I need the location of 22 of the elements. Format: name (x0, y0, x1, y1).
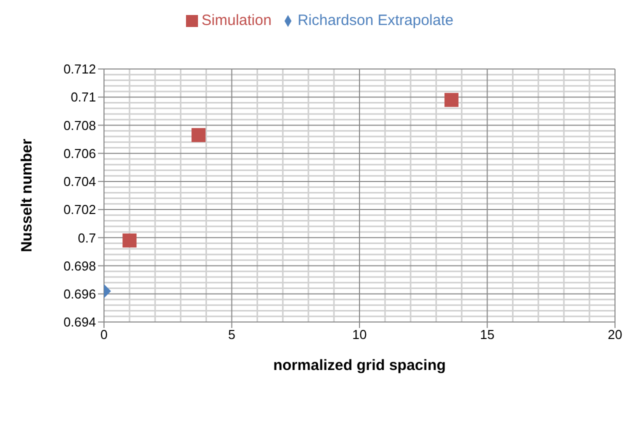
x-tick-label: 0 (100, 327, 108, 342)
legend-label: Richardson Extrapolate (298, 12, 454, 29)
point (192, 128, 206, 142)
x-tick-label: 5 (228, 327, 236, 342)
x-tick-label: 15 (480, 327, 494, 342)
y-tick-label: 0.712 (63, 62, 96, 77)
y-tick-label: 0.698 (63, 258, 96, 274)
x-tick-label: 20 (608, 327, 622, 342)
y-tick-label: 0.696 (63, 286, 96, 302)
y-tick-label: 0.708 (63, 118, 96, 133)
y-tick-label: 0.7 (78, 230, 96, 246)
y-tick-label: 0.704 (63, 174, 96, 190)
point (122, 233, 137, 248)
point (444, 92, 458, 107)
x-axis-title: normalized grid spacing (273, 357, 446, 374)
y-tick-label: 0.694 (63, 314, 96, 330)
legend-label: Simulation (202, 12, 272, 29)
x-tick-label: 10 (352, 327, 367, 342)
y-tick-label: 0.702 (63, 202, 96, 218)
y-tick-label: 0.71 (70, 90, 96, 105)
y-axis-title: Nusselt number (18, 138, 36, 252)
y-tick-label: 0.706 (63, 146, 96, 161)
